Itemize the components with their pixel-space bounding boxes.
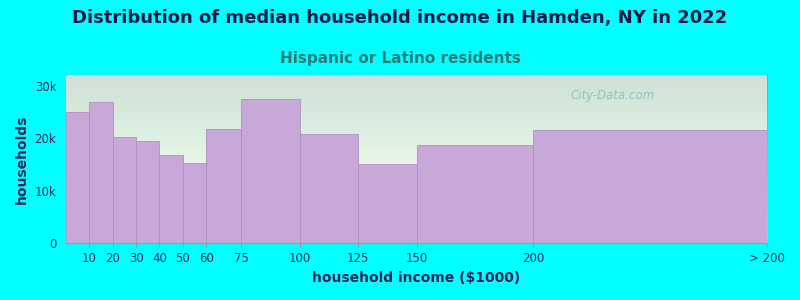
Bar	[136, 141, 159, 243]
Bar	[159, 155, 183, 243]
Bar	[242, 99, 300, 243]
Bar	[358, 164, 417, 243]
Bar	[534, 130, 767, 243]
Bar	[90, 102, 113, 243]
Y-axis label: households: households	[15, 115, 29, 204]
Bar	[183, 164, 206, 243]
Bar	[206, 129, 242, 243]
Text: City-Data.com: City-Data.com	[570, 89, 655, 102]
Text: Hispanic or Latino residents: Hispanic or Latino residents	[279, 51, 521, 66]
Text: Distribution of median household income in Hamden, NY in 2022: Distribution of median household income …	[72, 9, 728, 27]
Bar	[66, 112, 90, 243]
Bar	[113, 137, 136, 243]
Bar	[417, 145, 534, 243]
Bar	[300, 134, 358, 243]
X-axis label: household income ($1000): household income ($1000)	[313, 271, 521, 285]
